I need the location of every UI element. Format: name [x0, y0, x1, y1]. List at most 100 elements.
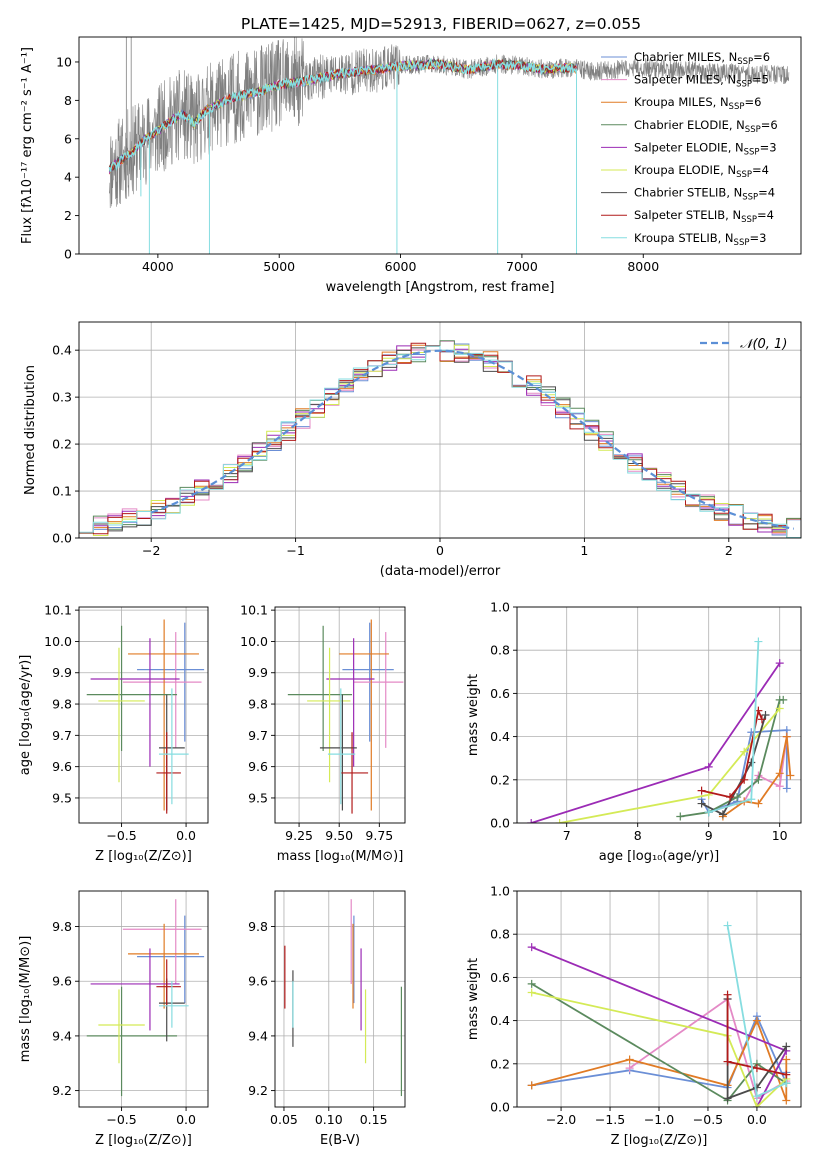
mass-vs-metallicity-panel: −0.5 0.0 9.2 9.4 9.6 9.8 Z [log₁₀(Z/Z⊙)] mass [… [18, 890, 209, 1148]
axes-frame [516, 606, 802, 824]
error-bar-point [353, 632, 404, 748]
weight-marker [752, 1064, 761, 1073]
legend-entry-count: =3 [749, 231, 766, 245]
plot-area [86, 619, 205, 814]
y-tick-label: 9.9 [248, 665, 268, 680]
weight-series [723, 921, 791, 1101]
y-tick-label: 10.0 [44, 634, 72, 649]
legend-entry-sub: SSP [736, 170, 752, 180]
legend-entry: Kroupa ELODIE, NSSP=4 [634, 163, 769, 180]
weight-marker [775, 769, 784, 778]
axes-frame [274, 890, 406, 1108]
y-tick-label: 0.8 [490, 927, 510, 942]
error-bar-point [158, 688, 189, 805]
error-bar-point [122, 632, 202, 748]
x-axis-label: (data-model)/error [380, 564, 501, 579]
plot-area [527, 921, 791, 1107]
weight-marker [740, 775, 749, 784]
y-tick-label: 9.7 [52, 728, 72, 743]
weight-marker [782, 1055, 791, 1064]
y-tick-label: 9.8 [52, 919, 72, 934]
x-axis-label: Z [log₁₀(Z/Z⊙)] [611, 1133, 708, 1148]
residual-histogram [79, 342, 801, 538]
weight-marker [782, 784, 791, 793]
weight-series [676, 695, 788, 821]
mass-vs-ebv-panel: 0.05 0.10 0.15 9.2 9.4 9.6 9.8 E(B-V) [248, 890, 406, 1148]
legend-entry-sub: SSP [729, 102, 745, 112]
legend-entry-sub: SSP [734, 238, 750, 248]
y-axis-label: Flux [fλ10⁻¹⁷ erg cm⁻² s⁻¹ A⁻¹] [20, 47, 35, 244]
weight-marker [726, 793, 734, 802]
y-tick-label: 8 [64, 93, 72, 108]
x-tick-label: 8000 [627, 259, 659, 274]
error-bar-point [86, 625, 178, 751]
age-vs-metallicity-panel: −0.5 0.0 9.5 9.6 9.7 9.8 9.9 10.0 10.1 Z [log₁₀(Z… [18, 603, 209, 864]
x-tick-label: 2 [725, 543, 733, 558]
weight-series [704, 637, 763, 817]
x-tick-label: 7000 [506, 259, 538, 274]
y-axis-label: Normed distribution [23, 365, 38, 495]
figure-title: PLATE=1425, MJD=52913, FIBERID=0627, z=0… [241, 15, 641, 33]
y-tick-label: 0.2 [490, 1056, 510, 1071]
x-tick-label: 0.05 [270, 1112, 298, 1127]
residuals-panel: −2 −1 0 1 2 0.0 0.1 0.2 0.3 0.4 (data-model)/error… [23, 321, 802, 579]
x-axis-label: mass [log₁₀(M/M⊙)] [277, 849, 404, 864]
plot-area [287, 619, 404, 814]
y-tick-label: 0.2 [52, 437, 72, 452]
error-bar-point [327, 688, 356, 805]
weight-marker [775, 659, 784, 668]
legend-entry-name: Kroupa ELODIE, N [634, 163, 736, 177]
weight-line [531, 1018, 788, 1101]
y-axis-label: mass weight [466, 958, 481, 1040]
error-bar-point [128, 619, 199, 811]
x-tick-label: −2 [142, 543, 160, 558]
weight-marker [747, 795, 756, 804]
error-bar-point [86, 986, 178, 1097]
weight-marker [786, 771, 795, 780]
legend-entry-name: Kroupa MILES, N [634, 95, 729, 109]
plot-area [86, 899, 205, 1097]
legend-entry: 𝒩(0, 1) [740, 337, 787, 352]
y-tick-label: 0.0 [490, 816, 510, 831]
residual-histogram [79, 345, 801, 538]
weight-line [531, 991, 787, 1107]
weight-line [559, 707, 781, 823]
error-bar-point [326, 638, 375, 767]
y-tick-label: 1.0 [490, 600, 510, 615]
error-bar-point [98, 989, 145, 1064]
x-tick-label: −1.0 [644, 1112, 674, 1127]
legend-entry-count: =4 [752, 163, 769, 177]
y-tick-label: 0.3 [52, 390, 72, 405]
weight-marker [555, 819, 564, 823]
legend-entry-sub: SSP [744, 147, 760, 157]
y-tick-label: 10.1 [44, 603, 72, 618]
error-bar-point [340, 732, 369, 814]
error-bar-point [90, 638, 180, 767]
grid [275, 891, 405, 1107]
weight-marker [527, 979, 536, 988]
legend-entry: Chabrier MILES, NSSP=6 [634, 50, 770, 67]
error-bar-point [307, 647, 351, 783]
x-tick-label: −0.5 [106, 1112, 136, 1127]
legend-entry-count: =6 [761, 118, 778, 132]
legend-entry: Chabrier STELIB, NSSP=4 [634, 186, 775, 203]
legend-entry-count: =6 [753, 50, 770, 64]
y-tick-label: 9.9 [52, 665, 72, 680]
y-tick-label: 2 [64, 208, 72, 223]
weight-marker [775, 704, 784, 713]
y-axis-label: age [log₁₀(age/yr)] [18, 655, 33, 776]
weight-marker [752, 1103, 761, 1107]
weight-marker [775, 782, 784, 791]
plot-area [527, 637, 795, 823]
model-spectrum [108, 57, 578, 172]
legend-entry-sub: SSP [741, 215, 757, 225]
error-bar-point [98, 647, 145, 783]
weight-marker [782, 732, 791, 741]
weight-marker [676, 812, 685, 821]
weight-marker [752, 1092, 761, 1101]
y-tick-label: 0.0 [52, 531, 72, 546]
y-tick-label: 0 [64, 247, 72, 262]
x-tick-label: 0.10 [315, 1112, 343, 1127]
axes: −0.5 0.0 9.2 9.4 9.6 9.8 Z [log₁₀(Z/Z⊙)] mass [… [18, 890, 209, 1148]
x-tick-label: 0.0 [747, 1112, 767, 1127]
